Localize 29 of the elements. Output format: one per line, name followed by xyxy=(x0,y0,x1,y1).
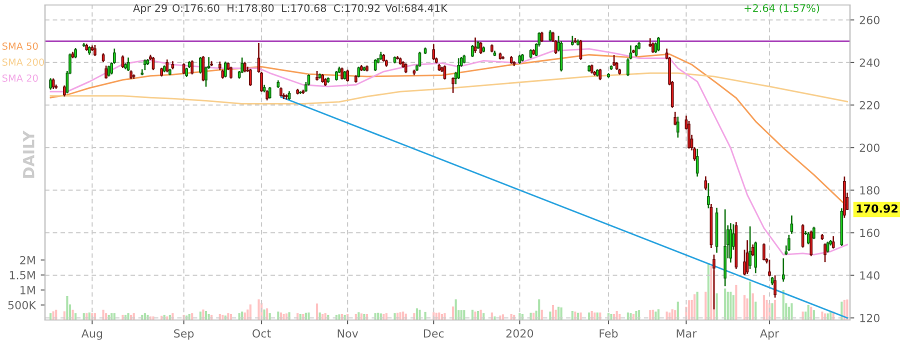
x-tick-label: Oct xyxy=(252,329,271,338)
series-label: SMA 20 xyxy=(2,74,38,82)
x-tick-label: Mar xyxy=(676,329,697,338)
text: SMA 50 xyxy=(2,42,38,50)
y-tick-label: 220 xyxy=(860,101,880,110)
y-tick-label: 180 xyxy=(860,186,880,195)
x-tick-label: 2020 xyxy=(506,329,534,338)
x-tick-label: Feb xyxy=(600,329,618,338)
y-tick-label: 200 xyxy=(860,144,880,152)
y-tick-label: 160 xyxy=(860,228,880,238)
annotation: Apr 29 xyxy=(133,4,167,14)
x-tick-label: Sep xyxy=(174,329,194,340)
annotation: O:176.60 H:178.80 L:170.68 C:170.92 xyxy=(172,4,380,12)
x-tick-label: Dec xyxy=(424,329,444,338)
y2-tick-label: 1.5M xyxy=(10,271,35,280)
annotation: +2.64 (1.57%) xyxy=(744,4,820,14)
y2-tick-label: 500K xyxy=(8,300,36,310)
x-tick-label: Aug xyxy=(81,329,102,340)
annotation: 170.92 xyxy=(856,204,898,213)
y-tick-label: 120 xyxy=(860,314,880,322)
y-tick-label: 260 xyxy=(860,16,880,24)
annotation: Vol:684.41K xyxy=(385,4,448,12)
x-tick-label: Nov xyxy=(338,329,358,338)
y-tick-label: 240 xyxy=(860,58,880,67)
x-tick-label: Apr xyxy=(760,329,780,340)
y2-tick-label: 1M xyxy=(20,286,35,294)
y2-tick-label: 2M xyxy=(20,256,35,264)
text: SMA 200 xyxy=(2,58,44,66)
y-tick-label: 140 xyxy=(860,271,880,280)
